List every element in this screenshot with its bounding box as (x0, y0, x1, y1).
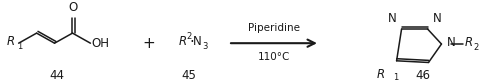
Text: 45: 45 (182, 69, 196, 82)
Text: OH: OH (92, 37, 110, 50)
Text: 1: 1 (392, 73, 398, 82)
Text: R: R (464, 36, 472, 49)
Text: R: R (178, 35, 186, 48)
Text: R: R (376, 67, 384, 81)
Text: 1: 1 (16, 42, 22, 51)
Text: ·: · (189, 35, 194, 50)
Text: 110°C: 110°C (258, 52, 290, 62)
Text: 44: 44 (49, 69, 64, 82)
Text: N: N (388, 12, 396, 25)
Text: 2: 2 (186, 32, 192, 41)
Text: 3: 3 (202, 42, 207, 51)
Text: 2: 2 (474, 43, 478, 52)
Text: N: N (193, 35, 202, 48)
Text: N: N (432, 12, 441, 25)
Text: R: R (6, 35, 14, 48)
Text: Piperidine: Piperidine (248, 23, 300, 33)
Text: N: N (446, 36, 455, 49)
Text: 46: 46 (415, 69, 430, 82)
Text: +: + (142, 36, 154, 51)
Text: O: O (69, 1, 78, 14)
